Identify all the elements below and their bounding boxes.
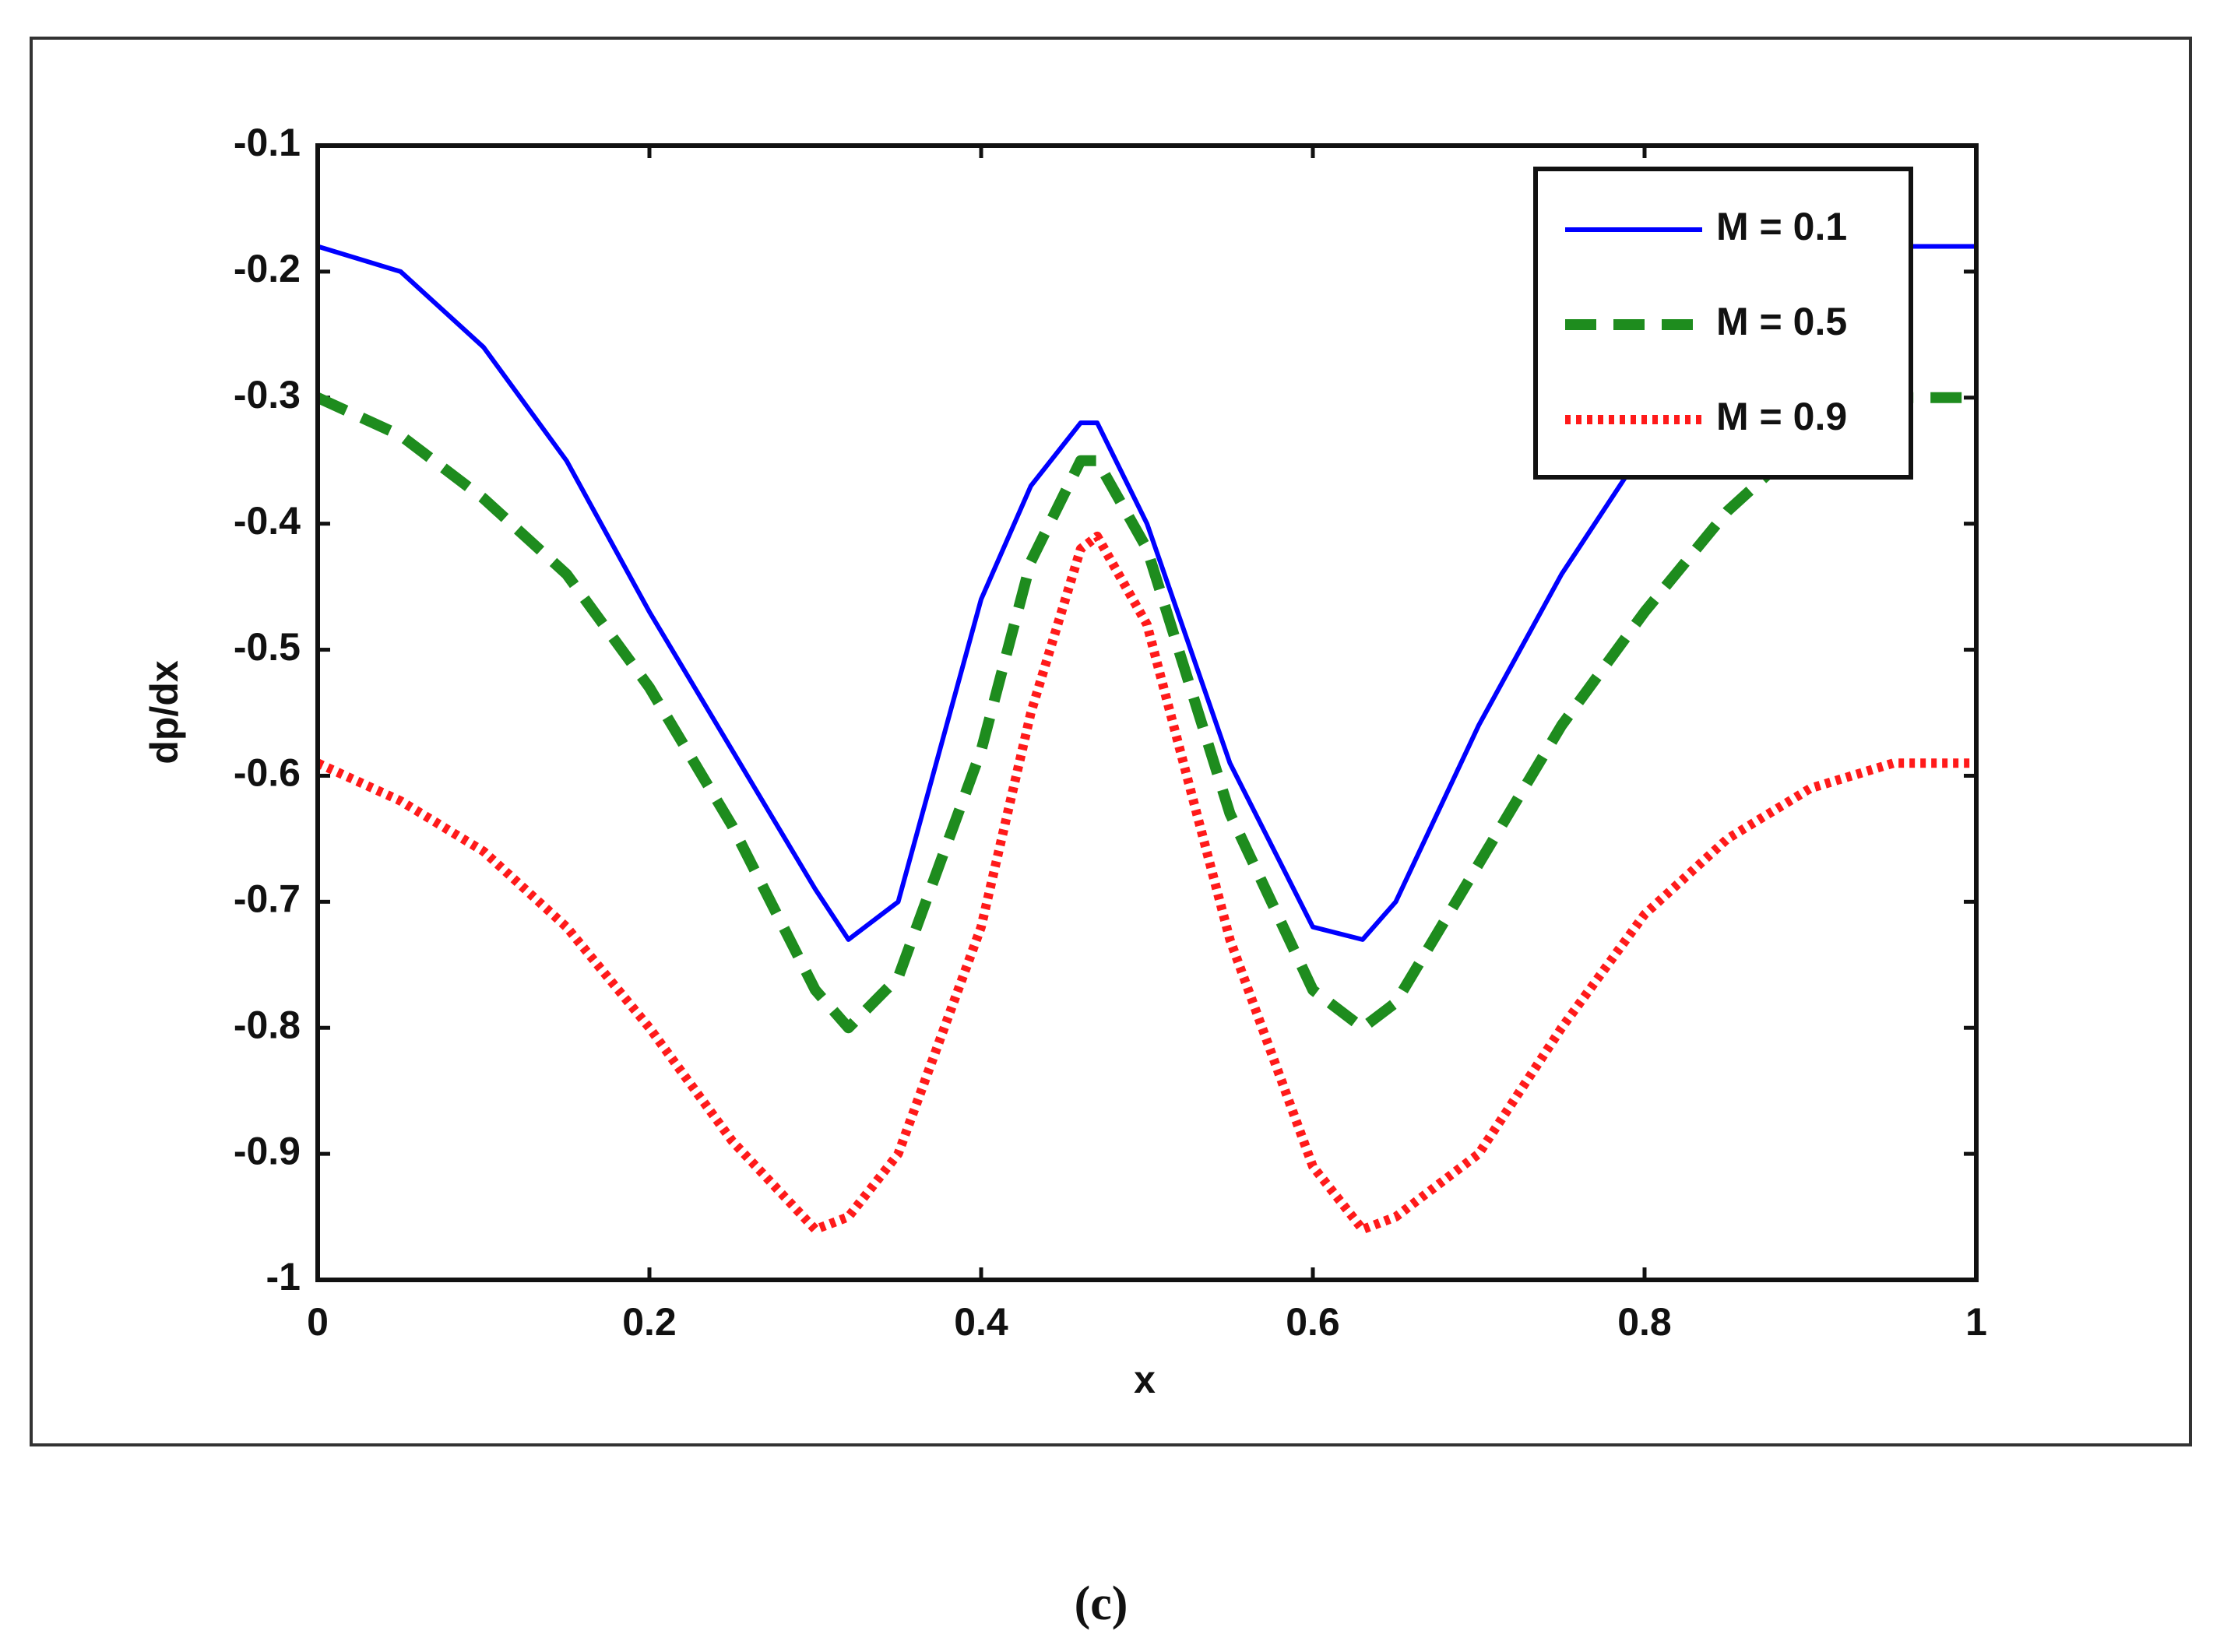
data-line xyxy=(315,392,1976,1034)
y-tick-label: -1 xyxy=(266,1255,301,1299)
legend-box xyxy=(1533,167,1913,480)
y-tick-label: -0.4 xyxy=(234,499,301,543)
y-tick-label: -0.6 xyxy=(234,751,301,795)
legend-label: M = 0.1 xyxy=(1716,205,1847,248)
legend-label: M = 0.9 xyxy=(1716,395,1847,438)
x-tick-label: 0.2 xyxy=(622,1300,677,1344)
plot-frame xyxy=(315,143,1979,1282)
y-axis-label: dp/dx xyxy=(142,660,186,764)
x-tick-label: 1 xyxy=(1965,1300,1987,1344)
legend-label: M = 0.5 xyxy=(1716,300,1847,343)
caption: (c) xyxy=(1075,1577,1128,1630)
data-line xyxy=(315,531,1976,1235)
x-axis-label: x xyxy=(1134,1358,1156,1401)
y-tick-label: -0.1 xyxy=(234,121,301,164)
x-tick-label: 0 xyxy=(307,1300,329,1344)
y-tick-label: -0.8 xyxy=(234,1003,301,1046)
figure-frame xyxy=(30,37,2192,1446)
x-tick-label: 0.8 xyxy=(1617,1300,1672,1344)
y-tick-label: -0.9 xyxy=(234,1129,301,1172)
x-tick-label: 0.6 xyxy=(1286,1300,1340,1344)
x-tick-label: 0.4 xyxy=(954,1300,1008,1344)
y-tick-label: -0.5 xyxy=(234,625,301,669)
y-tick-label: -0.2 xyxy=(234,247,301,290)
y-tick-label: -0.7 xyxy=(234,877,301,921)
y-tick-label: -0.3 xyxy=(234,373,301,417)
